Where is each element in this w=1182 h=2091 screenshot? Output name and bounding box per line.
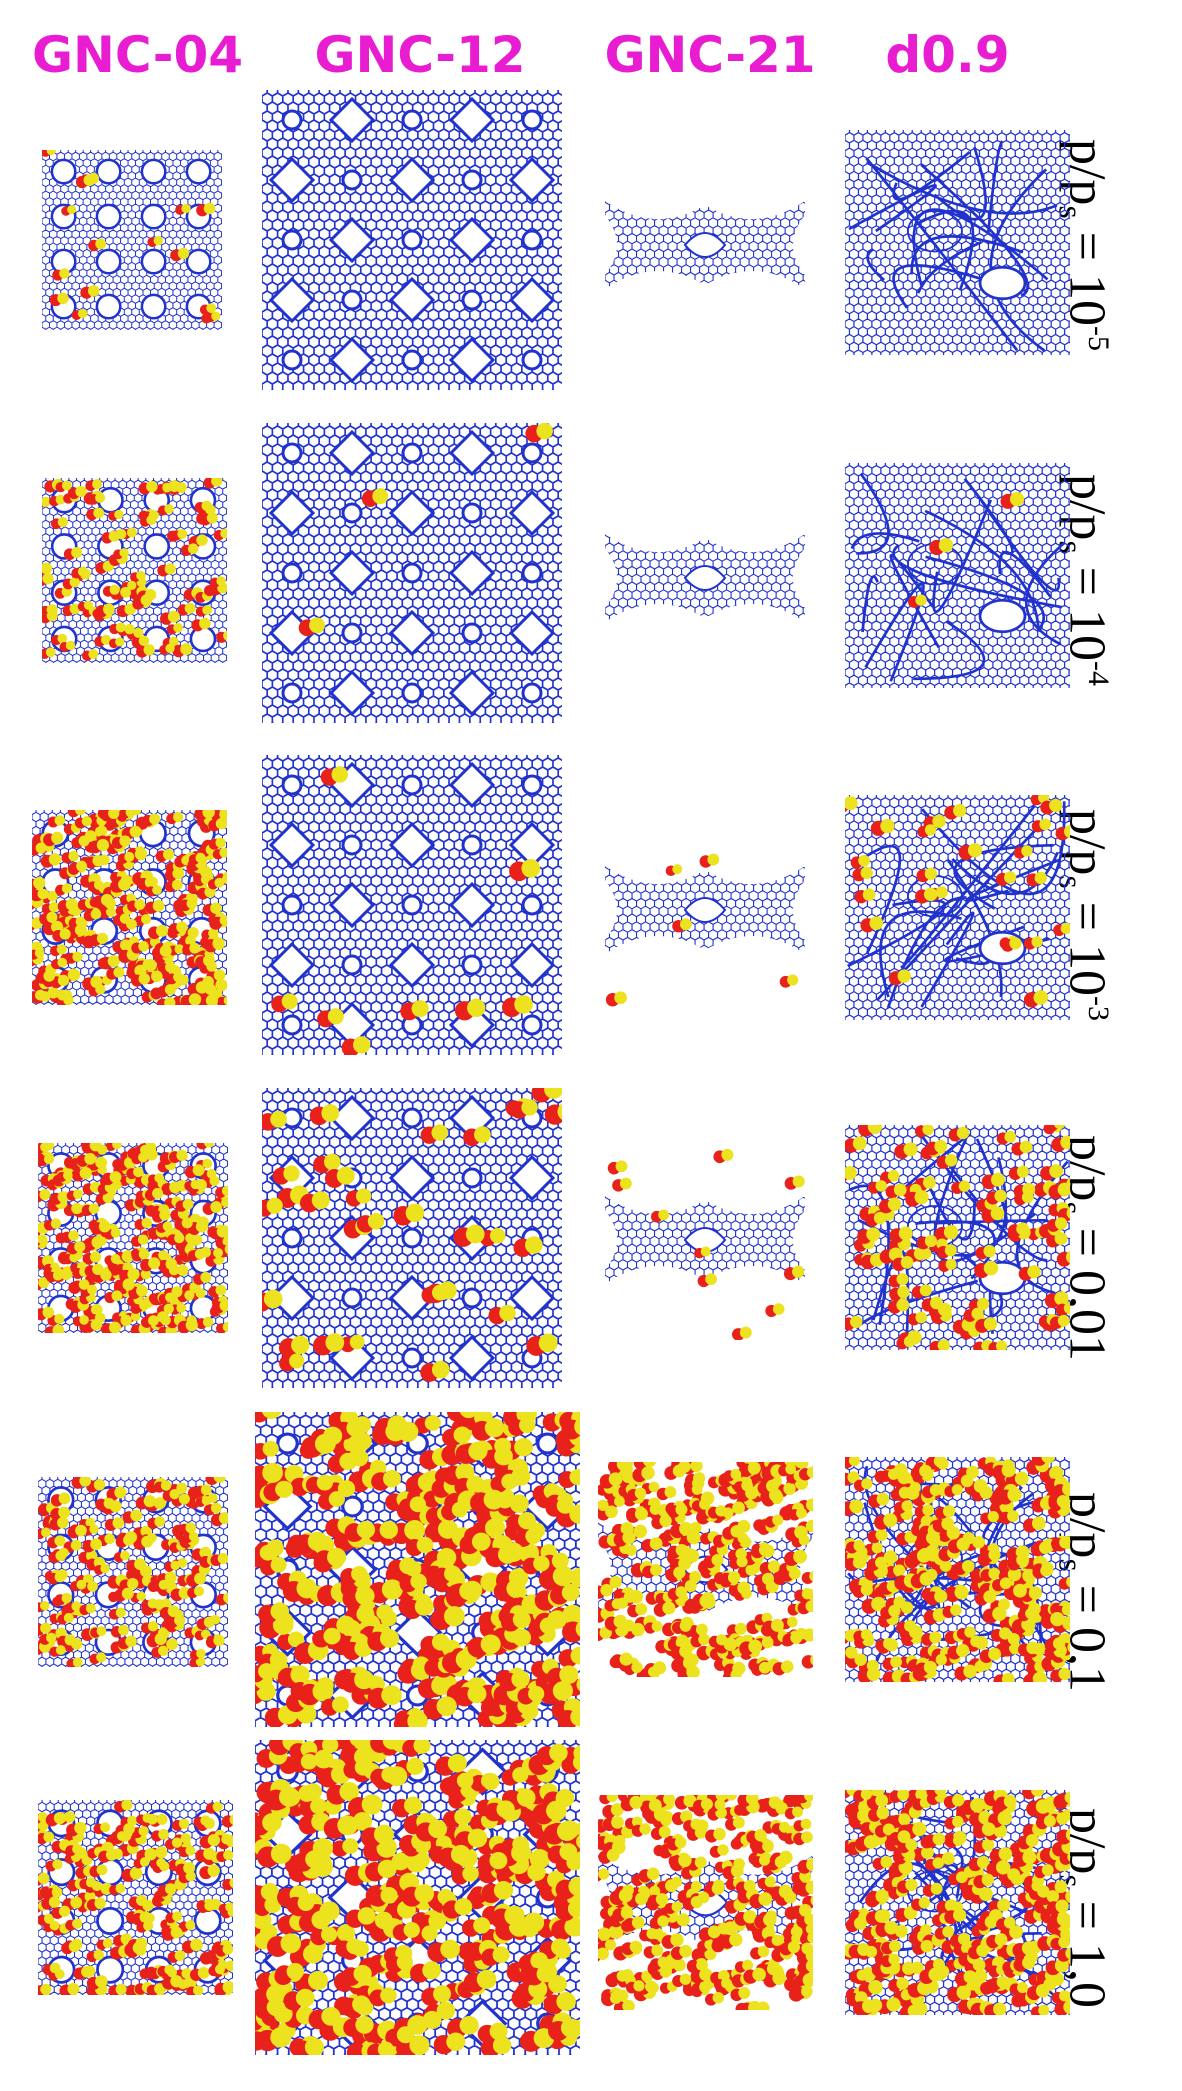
framework-structure — [845, 463, 1070, 688]
panel-gnc04-r5 — [38, 1477, 228, 1667]
framework-structure — [32, 810, 227, 1005]
framework-structure — [845, 1125, 1070, 1350]
column-header-d09: d0.9 — [830, 20, 1065, 90]
panel-gnc12-r2 — [262, 423, 562, 723]
framework-structure — [262, 755, 562, 1055]
row-label-r5: p/ps = 0,1 — [1068, 1457, 1128, 1727]
column-header-gnc12: GNC-12 — [255, 20, 585, 90]
framework-structure — [605, 145, 805, 345]
framework-structure — [255, 1412, 580, 1727]
panel-d09-r6 — [845, 1790, 1070, 2015]
framework-structure — [845, 795, 1070, 1020]
panel-gnc21-r1 — [605, 145, 805, 345]
panel-gnc04-r4 — [38, 1143, 228, 1333]
panel-d09-r5 — [845, 1457, 1070, 1682]
framework-structure — [598, 1795, 813, 2010]
row-label-r6: p/ps = 1,0 — [1068, 1773, 1128, 2043]
framework-structure — [845, 130, 1070, 355]
panel-gnc21-r6 — [598, 1795, 813, 2010]
row-label-r1: p/ps = 10-5 — [1068, 110, 1128, 380]
framework-structure — [38, 1477, 228, 1667]
panel-d09-r1 — [845, 130, 1070, 355]
panel-gnc12-r1 — [262, 90, 562, 390]
panel-gnc04-r6 — [38, 1800, 233, 1995]
framework-structure — [262, 1088, 562, 1388]
panel-gnc21-r5 — [598, 1462, 813, 1677]
panel-gnc04-r1 — [42, 150, 222, 330]
framework-structure — [605, 810, 805, 1010]
panel-gnc21-r2 — [605, 478, 805, 678]
panel-gnc04-r2 — [42, 478, 227, 663]
panel-d09-r2 — [845, 463, 1070, 688]
panel-gnc12-r5 — [255, 1412, 580, 1727]
framework-structure — [845, 1457, 1070, 1682]
panel-gnc12-r3 — [262, 755, 562, 1055]
framework-structure — [605, 478, 805, 678]
framework-structure — [605, 1140, 805, 1340]
panel-gnc21-r3 — [605, 810, 805, 1010]
panel-d09-r3 — [845, 795, 1070, 1020]
panel-gnc12-r4 — [262, 1088, 562, 1388]
panel-gnc12-r6 — [255, 1740, 580, 2055]
framework-structure — [845, 1790, 1070, 2015]
framework-structure — [38, 1800, 233, 1995]
row-label-r4: p/ps = 0,01 — [1068, 1113, 1128, 1383]
panel-gnc21-r4 — [605, 1140, 805, 1340]
framework-structure — [38, 1143, 228, 1333]
framework-structure — [598, 1462, 813, 1677]
framework-structure — [262, 90, 562, 390]
column-header-gnc04: GNC-04 — [20, 20, 255, 90]
framework-structure — [262, 423, 562, 723]
framework-structure — [42, 478, 227, 663]
panel-gnc04-r3 — [32, 810, 227, 1005]
framework-structure — [42, 150, 222, 330]
framework-structure — [255, 1740, 580, 2055]
column-header-gnc21: GNC-21 — [595, 20, 825, 90]
panel-d09-r4 — [845, 1125, 1070, 1350]
row-label-r3: p/ps = 10-3 — [1068, 780, 1128, 1050]
row-label-r2: p/ps = 10-4 — [1068, 445, 1128, 715]
